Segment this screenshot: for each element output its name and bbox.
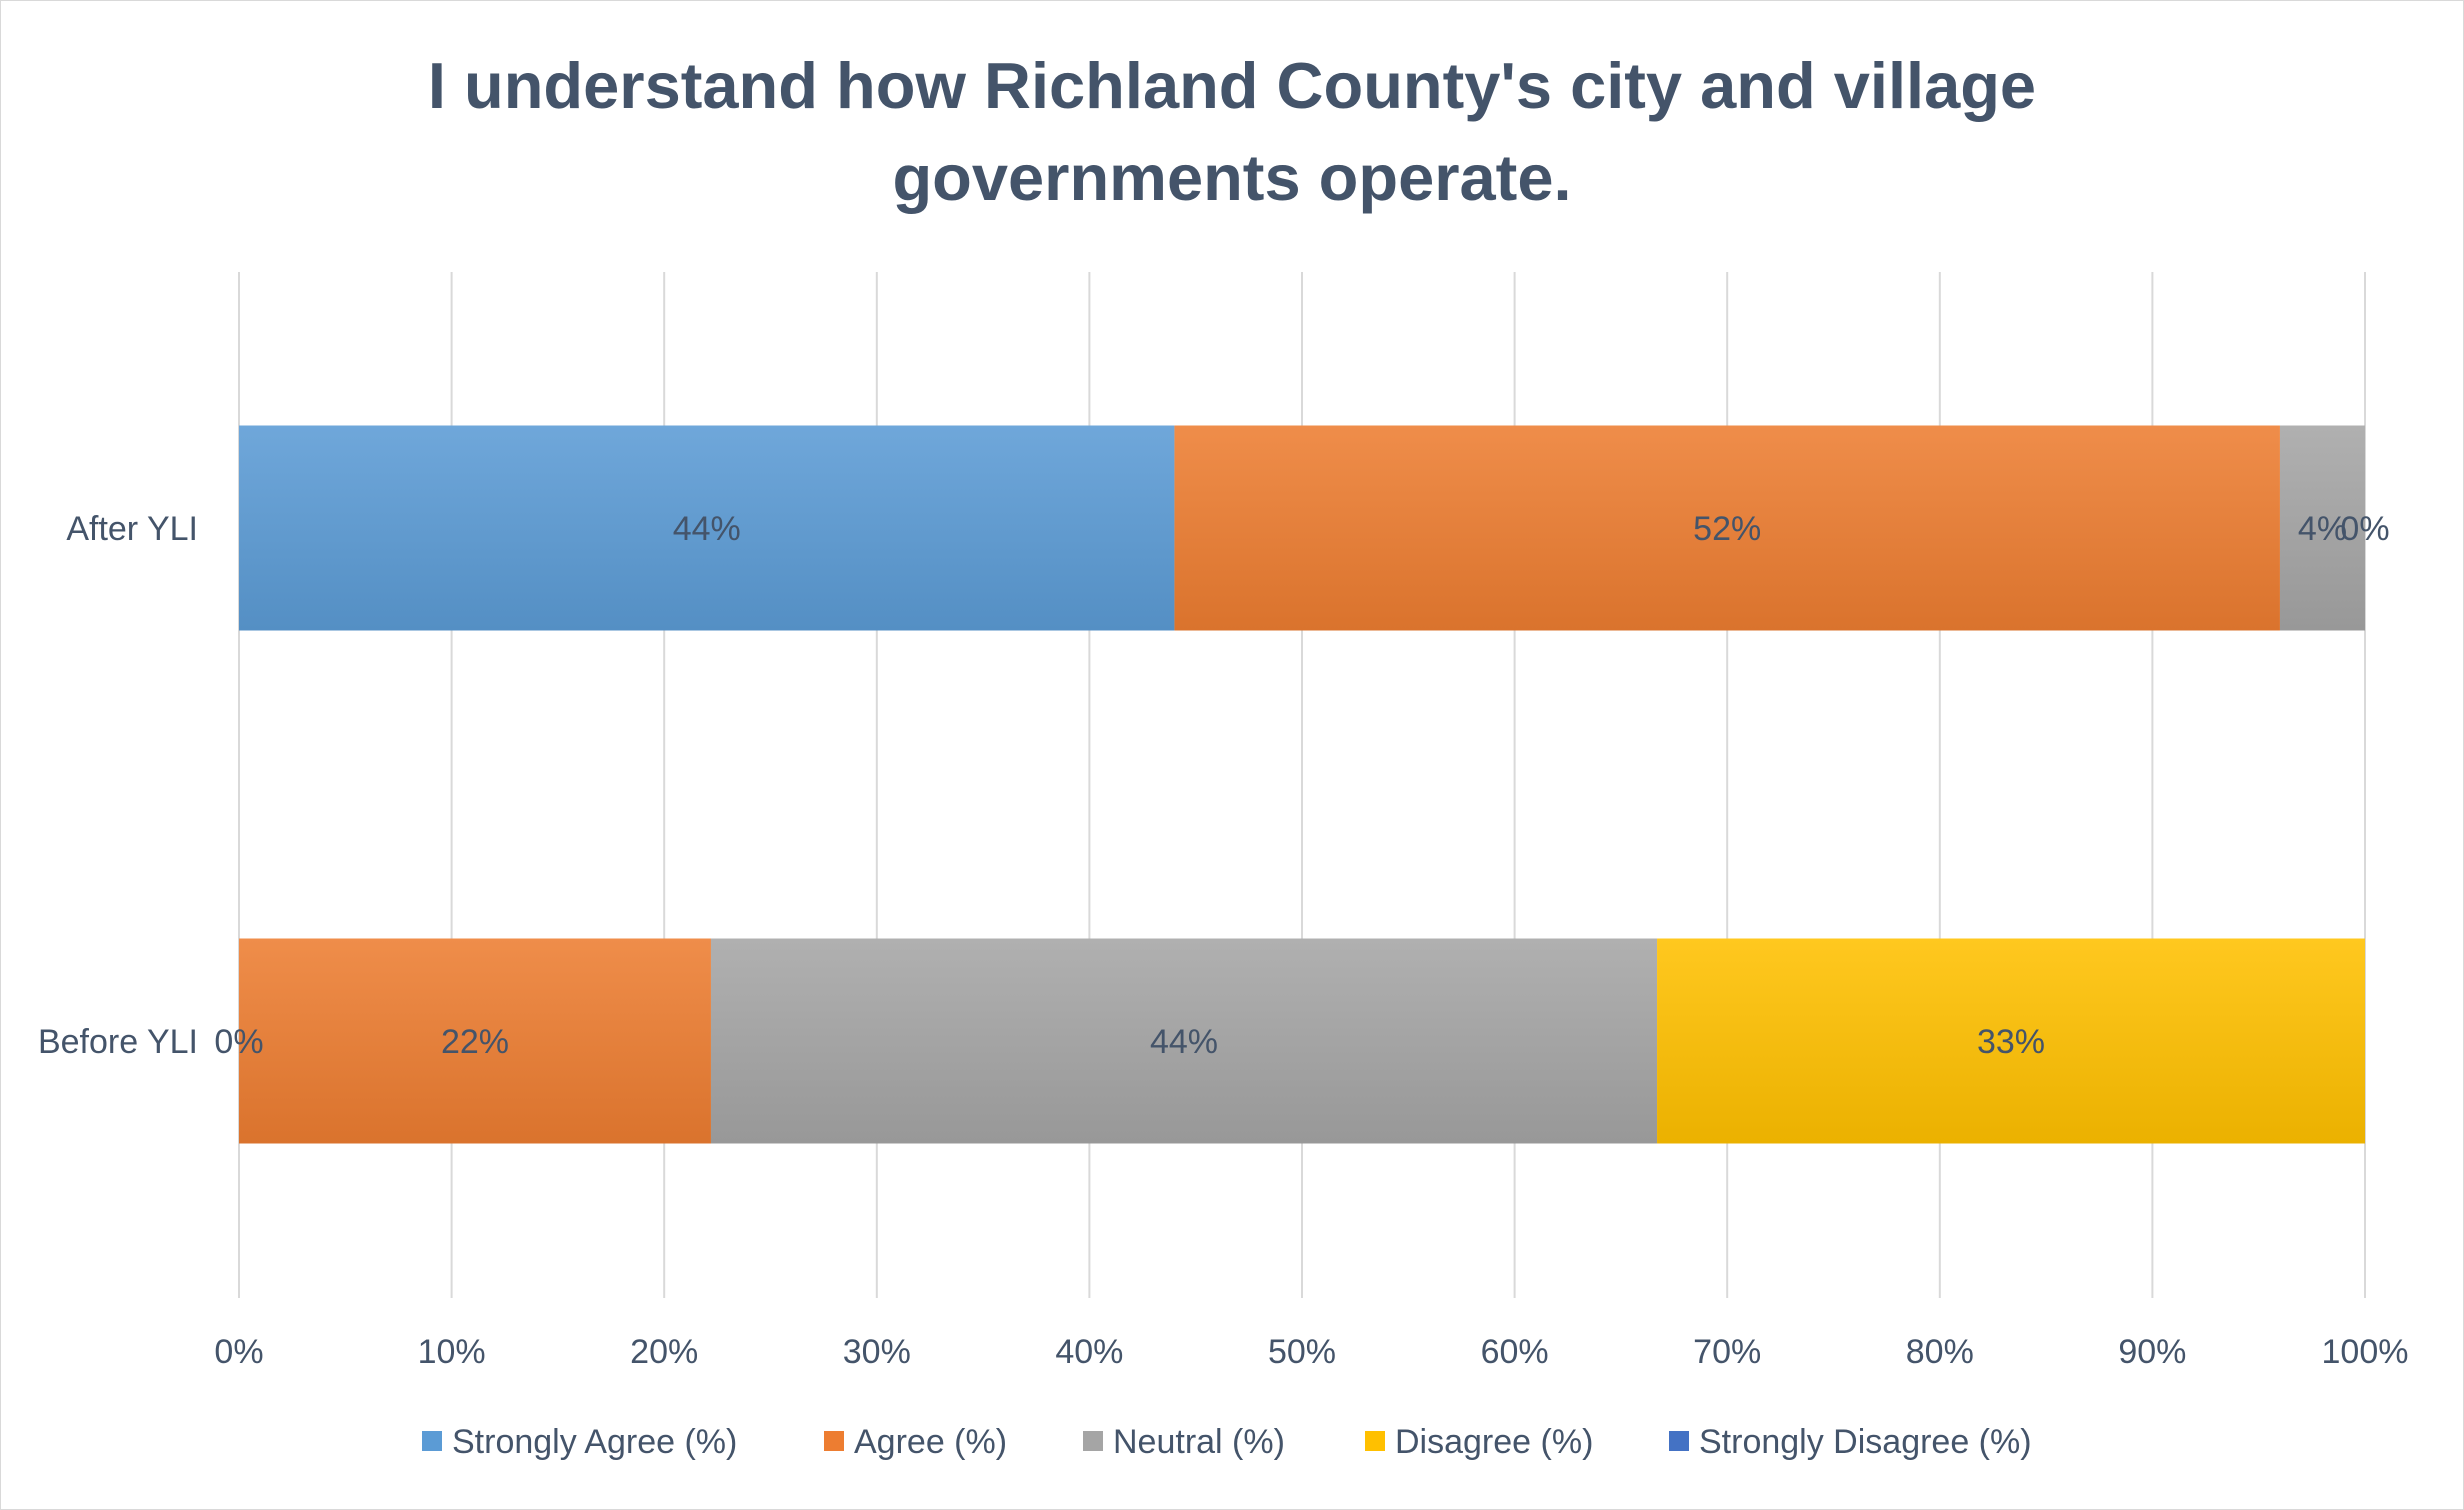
bar-after-yli-agree — [1174, 425, 2280, 631]
legend-label-agree: Agree (%) — [854, 1423, 1007, 1461]
legend-label-strongly-agree: Strongly Agree (%) — [452, 1423, 737, 1461]
data-label: 33% — [1977, 1023, 2045, 1061]
data-labels: 44% 52% 4%0%0% 22% 44% 33% — [214, 510, 2389, 1061]
x-tick-label: 30% — [843, 1333, 911, 1371]
legend: Strongly Agree (%) Agree (%) Neutral (%) Di… — [422, 1423, 2032, 1461]
x-tick-label: 70% — [1693, 1333, 1761, 1371]
x-tick-label: 0% — [214, 1333, 263, 1371]
bar-after-yli-neutral — [2279, 425, 2365, 631]
x-tick-label: 60% — [1481, 1333, 1549, 1371]
data-label: 44% — [1150, 1023, 1218, 1061]
x-tick-label: 80% — [1906, 1333, 1974, 1371]
data-label: 0% — [2340, 510, 2389, 548]
axes: 0% 10% 20% 30% 40% 50% 60% 70% 80% 90% 100% After Y… — [38, 510, 2409, 1371]
data-label: 44% — [673, 510, 741, 548]
legend-swatch-neutral — [1083, 1431, 1103, 1451]
bars — [239, 425, 2365, 1144]
x-tick-label: 90% — [2118, 1333, 2186, 1371]
bar-before-yli-neutral — [710, 938, 1658, 1144]
category-label: After YLI — [66, 510, 198, 548]
x-tick-label: 10% — [418, 1333, 486, 1371]
data-label: 22% — [441, 1023, 509, 1061]
legend-label-strongly-disagree: Strongly Disagree (%) — [1699, 1423, 2032, 1461]
bar-before-yli-agree — [239, 938, 711, 1144]
x-tick-label: 50% — [1268, 1333, 1336, 1371]
data-label: 0% — [214, 1023, 263, 1061]
data-label: 52% — [1693, 510, 1761, 548]
x-tick-label: 40% — [1055, 1333, 1123, 1371]
data-label: 4% — [2298, 510, 2347, 548]
x-tick-label: 100% — [2322, 1333, 2409, 1371]
bar-before-yli-disagree — [1657, 938, 2365, 1144]
legend-swatch-disagree — [1365, 1431, 1385, 1451]
legend-label-disagree: Disagree (%) — [1395, 1423, 1593, 1461]
legend-label-neutral: Neutral (%) — [1113, 1423, 1285, 1461]
legend-swatch-strongly-disagree — [1669, 1431, 1689, 1451]
legend-swatch-strongly-agree — [422, 1431, 442, 1451]
x-tick-label: 20% — [630, 1333, 698, 1371]
chart-title: I understand how Richland County's city … — [427, 49, 2037, 214]
category-label: Before YLI — [38, 1023, 198, 1061]
legend-swatch-agree — [824, 1431, 844, 1451]
bar-after-yli-strongly-agree — [239, 425, 1175, 631]
